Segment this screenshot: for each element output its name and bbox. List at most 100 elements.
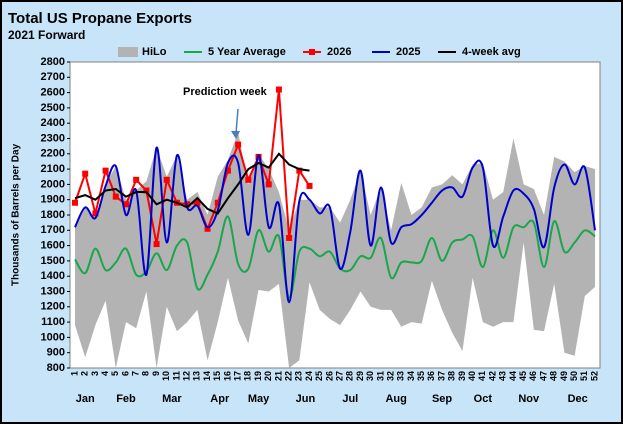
point-marker (133, 176, 140, 183)
x-tick-label: 35 (416, 371, 426, 381)
x-tick-label: 50 (569, 371, 579, 381)
x-tick-label: 37 (436, 371, 446, 381)
chart-subtitle: 2021 Forward (8, 28, 85, 42)
point-marker (204, 225, 211, 232)
point-marker (224, 167, 231, 174)
x-tick-label: 7 (131, 371, 141, 376)
y-tick-label: 1500 (41, 255, 65, 267)
month-label: Jun (296, 393, 316, 405)
point-marker (163, 176, 170, 183)
y-tick-label: 2500 (41, 102, 65, 114)
legend-label: 2025 (396, 46, 420, 58)
x-tick-label: 38 (447, 371, 457, 381)
x-tick-label: 49 (559, 371, 569, 381)
y-tick-label: 2100 (41, 163, 65, 175)
month-label: Mar (162, 393, 182, 405)
x-tick-label: 23 (294, 371, 304, 381)
month-label: Feb (116, 393, 136, 405)
x-tick-label: 1 (69, 371, 79, 376)
x-tick-label: 19 (253, 371, 263, 381)
y-tick-label: 1700 (41, 224, 65, 236)
point-marker (82, 170, 89, 177)
x-tick-label: 42 (487, 371, 497, 381)
point-marker (122, 201, 129, 208)
x-tick-label: 24 (304, 371, 314, 381)
x-tick-label: 15 (212, 371, 222, 381)
point-marker (245, 176, 252, 183)
point-marker (265, 181, 272, 188)
x-tick-label: 51 (579, 371, 589, 381)
x-tick-label: 2 (80, 371, 90, 376)
x-tick-label: 28 (345, 371, 355, 381)
x-tick-label: 12 (182, 371, 192, 381)
x-tick-label: 52 (589, 371, 599, 381)
y-tick-label: 1800 (41, 209, 65, 221)
month-label: Jul (342, 393, 358, 405)
x-tick-label: 6 (120, 371, 130, 376)
month-label: Aug (385, 393, 406, 405)
legend-label: 4-week avg (462, 46, 521, 58)
x-tick-label: 40 (467, 371, 477, 381)
x-tick-label: 13 (192, 371, 202, 381)
month-label: Apr (210, 393, 230, 405)
annotation-arrowhead (231, 131, 240, 139)
x-tick-label: 27 (334, 371, 344, 381)
y-tick-label: 800 (47, 362, 65, 374)
annotation: Prediction week (183, 86, 268, 98)
point-marker (72, 199, 78, 206)
x-tick-label: 26 (324, 371, 334, 381)
month-label: Oct (474, 393, 493, 405)
point-marker (296, 167, 303, 174)
y-tick-label: 1000 (41, 331, 65, 343)
x-tick-label: 9 (151, 371, 161, 376)
y-tick-label: 1600 (41, 240, 65, 252)
x-tick-label: 34 (406, 371, 416, 381)
legend-label: HiLo (142, 46, 167, 58)
y-tick-label: 2700 (41, 71, 65, 83)
x-tick-label: 45 (518, 371, 528, 381)
y-tick-label: 1300 (41, 285, 65, 297)
x-tick-label: 5 (110, 371, 120, 376)
x-tick-label: 33 (396, 371, 406, 381)
legend-swatch (118, 47, 138, 57)
x-tick-label: 10 (161, 371, 171, 381)
x-tick-label: 8 (141, 371, 151, 376)
y-axis-label: Thousands of Barrels per Day (11, 143, 22, 286)
series-line (74, 215, 596, 299)
y-tick-label: 2400 (41, 117, 65, 129)
y-tick-label: 2200 (41, 148, 65, 160)
x-tick-label: 18 (243, 371, 253, 381)
month-label: Nov (518, 393, 540, 405)
month-label: Jan (76, 393, 95, 405)
point-marker (275, 86, 282, 93)
y-tick-label: 2600 (41, 87, 65, 99)
x-tick-label: 20 (263, 371, 273, 381)
x-tick-label: 30 (365, 371, 375, 381)
point-marker (102, 167, 109, 174)
point-marker (143, 187, 150, 194)
x-tick-label: 36 (426, 371, 436, 381)
x-tick-label: 39 (457, 371, 467, 381)
y-tick-label: 1200 (41, 301, 65, 313)
series-line (74, 152, 310, 215)
x-tick-label: 22 (283, 371, 293, 381)
legend-label: 5 Year Average (208, 46, 286, 58)
x-tick-label: 32 (385, 371, 395, 381)
x-tick-label: 4 (100, 371, 110, 376)
x-tick-label: 21 (273, 371, 283, 381)
x-tick-label: 31 (375, 371, 385, 381)
x-tick-label: 46 (528, 371, 538, 381)
chart-title: Total US Propane Exports (8, 10, 192, 27)
x-tick-label: 14 (202, 371, 212, 381)
x-tick-label: 29 (355, 371, 365, 381)
point-marker (286, 234, 293, 241)
x-tick-label: 17 (233, 371, 243, 381)
y-tick-label: 2300 (41, 132, 65, 144)
y-tick-label: 1900 (41, 194, 65, 206)
x-tick-label: 48 (549, 371, 559, 381)
x-tick-label: 16 (222, 371, 232, 381)
y-tick-label: 1100 (41, 316, 65, 328)
annotation-arrow (235, 108, 239, 134)
y-tick-label: 1400 (41, 270, 65, 282)
